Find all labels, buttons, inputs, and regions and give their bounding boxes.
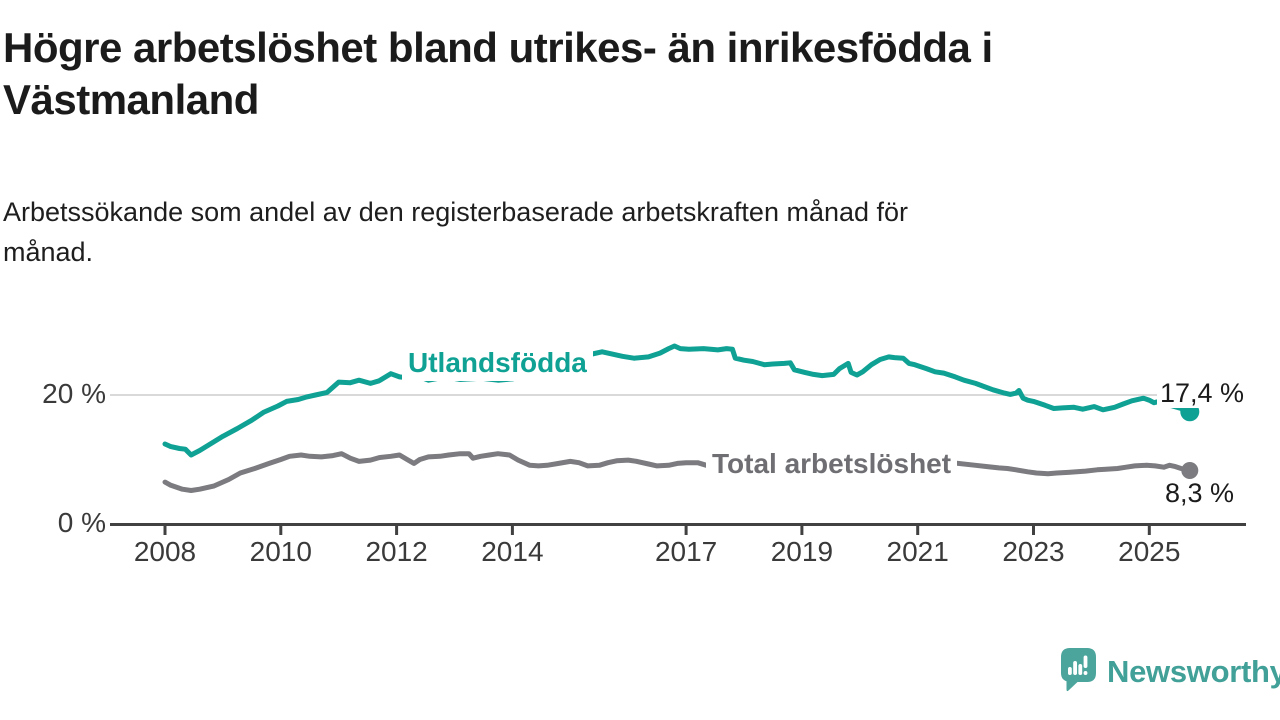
end-dot-utlandsfodda bbox=[1180, 402, 1200, 422]
chart-subtitle-line2: månad. bbox=[3, 237, 94, 267]
newsworthy-logo-mark-icon bbox=[1061, 648, 1096, 692]
series-line-total bbox=[162, 451, 1193, 493]
end-dot-total bbox=[1181, 462, 1199, 479]
series-line-utlandsfodda bbox=[162, 343, 1193, 458]
chart-title: Högre arbetslöshet bland utrikes- än inr… bbox=[3, 22, 1213, 126]
chart-title-line2: Västmanland bbox=[3, 76, 259, 123]
chart-title-line1: Högre arbetslöshet bland utrikes- än inr… bbox=[3, 24, 993, 71]
newsworthy-logo-text: Newsworthy bbox=[1107, 654, 1280, 689]
chart-subtitle-line1: Arbetssökande som andel av den registerb… bbox=[3, 197, 909, 227]
newsworthy-logo: Newsworthy bbox=[1060, 647, 1280, 697]
chart-subtitle: Arbetssökande som andel av den registerb… bbox=[3, 192, 1023, 272]
